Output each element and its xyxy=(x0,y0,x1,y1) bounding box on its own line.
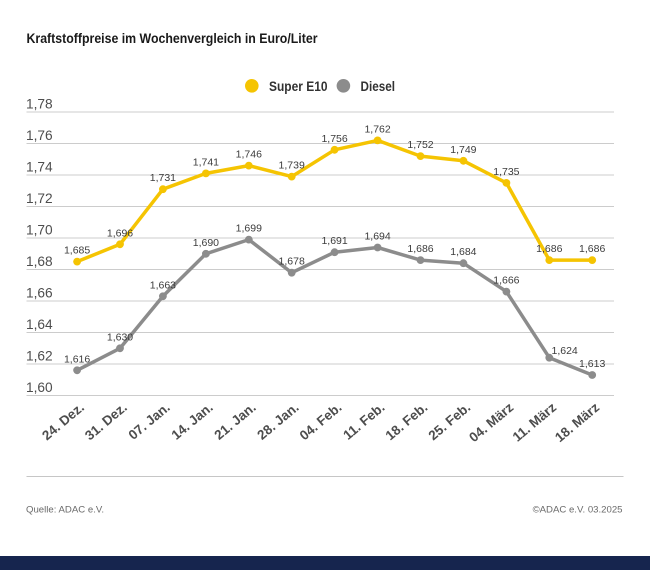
svg-text:1,746: 1,746 xyxy=(236,149,262,161)
svg-text:1,76: 1,76 xyxy=(26,128,53,143)
svg-text:1,694: 1,694 xyxy=(364,231,390,243)
svg-text:1,686: 1,686 xyxy=(579,243,605,255)
svg-text:1,735: 1,735 xyxy=(493,166,519,178)
svg-text:1,616: 1,616 xyxy=(64,353,90,365)
svg-text:1,624: 1,624 xyxy=(552,345,578,357)
svg-text:1,60: 1,60 xyxy=(26,380,53,395)
svg-text:1,749: 1,749 xyxy=(450,144,476,156)
svg-text:1,613: 1,613 xyxy=(579,358,605,370)
svg-text:1,741: 1,741 xyxy=(193,156,219,168)
svg-text:1,686: 1,686 xyxy=(536,243,562,255)
svg-text:1,686: 1,686 xyxy=(407,243,433,255)
svg-text:1,696: 1,696 xyxy=(107,227,133,239)
svg-text:©ADAC e.V. 03.2025: ©ADAC e.V. 03.2025 xyxy=(533,505,623,516)
svg-text:1,663: 1,663 xyxy=(150,279,176,291)
svg-text:1,630: 1,630 xyxy=(107,331,133,343)
svg-text:1,68: 1,68 xyxy=(26,254,53,269)
svg-text:Diesel: Diesel xyxy=(361,79,396,94)
svg-text:1,62: 1,62 xyxy=(26,349,53,364)
svg-text:1,64: 1,64 xyxy=(26,317,53,332)
svg-text:1,72: 1,72 xyxy=(26,191,53,206)
svg-text:1,762: 1,762 xyxy=(364,123,390,135)
svg-text:Quelle: ADAC e.V.: Quelle: ADAC e.V. xyxy=(26,505,104,516)
svg-text:1,78: 1,78 xyxy=(26,97,53,112)
svg-text:Super E10: Super E10 xyxy=(269,79,328,94)
svg-text:1,684: 1,684 xyxy=(450,246,476,258)
svg-text:1,678: 1,678 xyxy=(279,256,305,268)
svg-text:1,666: 1,666 xyxy=(493,275,519,287)
svg-text:1,70: 1,70 xyxy=(26,223,53,238)
svg-text:1,690: 1,690 xyxy=(193,237,219,249)
svg-text:1,739: 1,739 xyxy=(279,160,305,172)
svg-text:1,756: 1,756 xyxy=(321,133,347,145)
svg-text:1,66: 1,66 xyxy=(26,286,53,301)
svg-text:1,74: 1,74 xyxy=(26,160,53,175)
svg-text:1,685: 1,685 xyxy=(64,245,90,257)
svg-text:1,691: 1,691 xyxy=(321,235,347,247)
svg-text:1,752: 1,752 xyxy=(407,139,433,151)
svg-text:1,699: 1,699 xyxy=(236,223,262,235)
svg-text:Kraftstoffpreise im Wochenverg: Kraftstoffpreise im Wochenvergleich in E… xyxy=(27,30,318,46)
svg-text:1,731: 1,731 xyxy=(150,172,176,184)
